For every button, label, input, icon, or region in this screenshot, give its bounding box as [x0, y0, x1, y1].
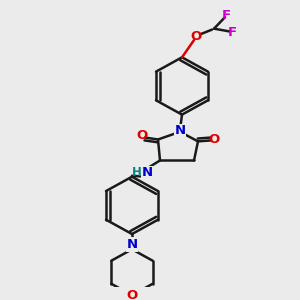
Text: O: O — [126, 289, 138, 300]
Text: O: O — [136, 129, 148, 142]
Text: F: F — [227, 26, 237, 39]
Text: F: F — [221, 9, 231, 22]
Text: N: N — [174, 124, 186, 137]
Text: N: N — [126, 238, 138, 251]
Text: H: H — [132, 167, 142, 179]
Text: N: N — [141, 167, 153, 179]
Text: O: O — [208, 133, 220, 146]
Text: O: O — [190, 30, 202, 43]
